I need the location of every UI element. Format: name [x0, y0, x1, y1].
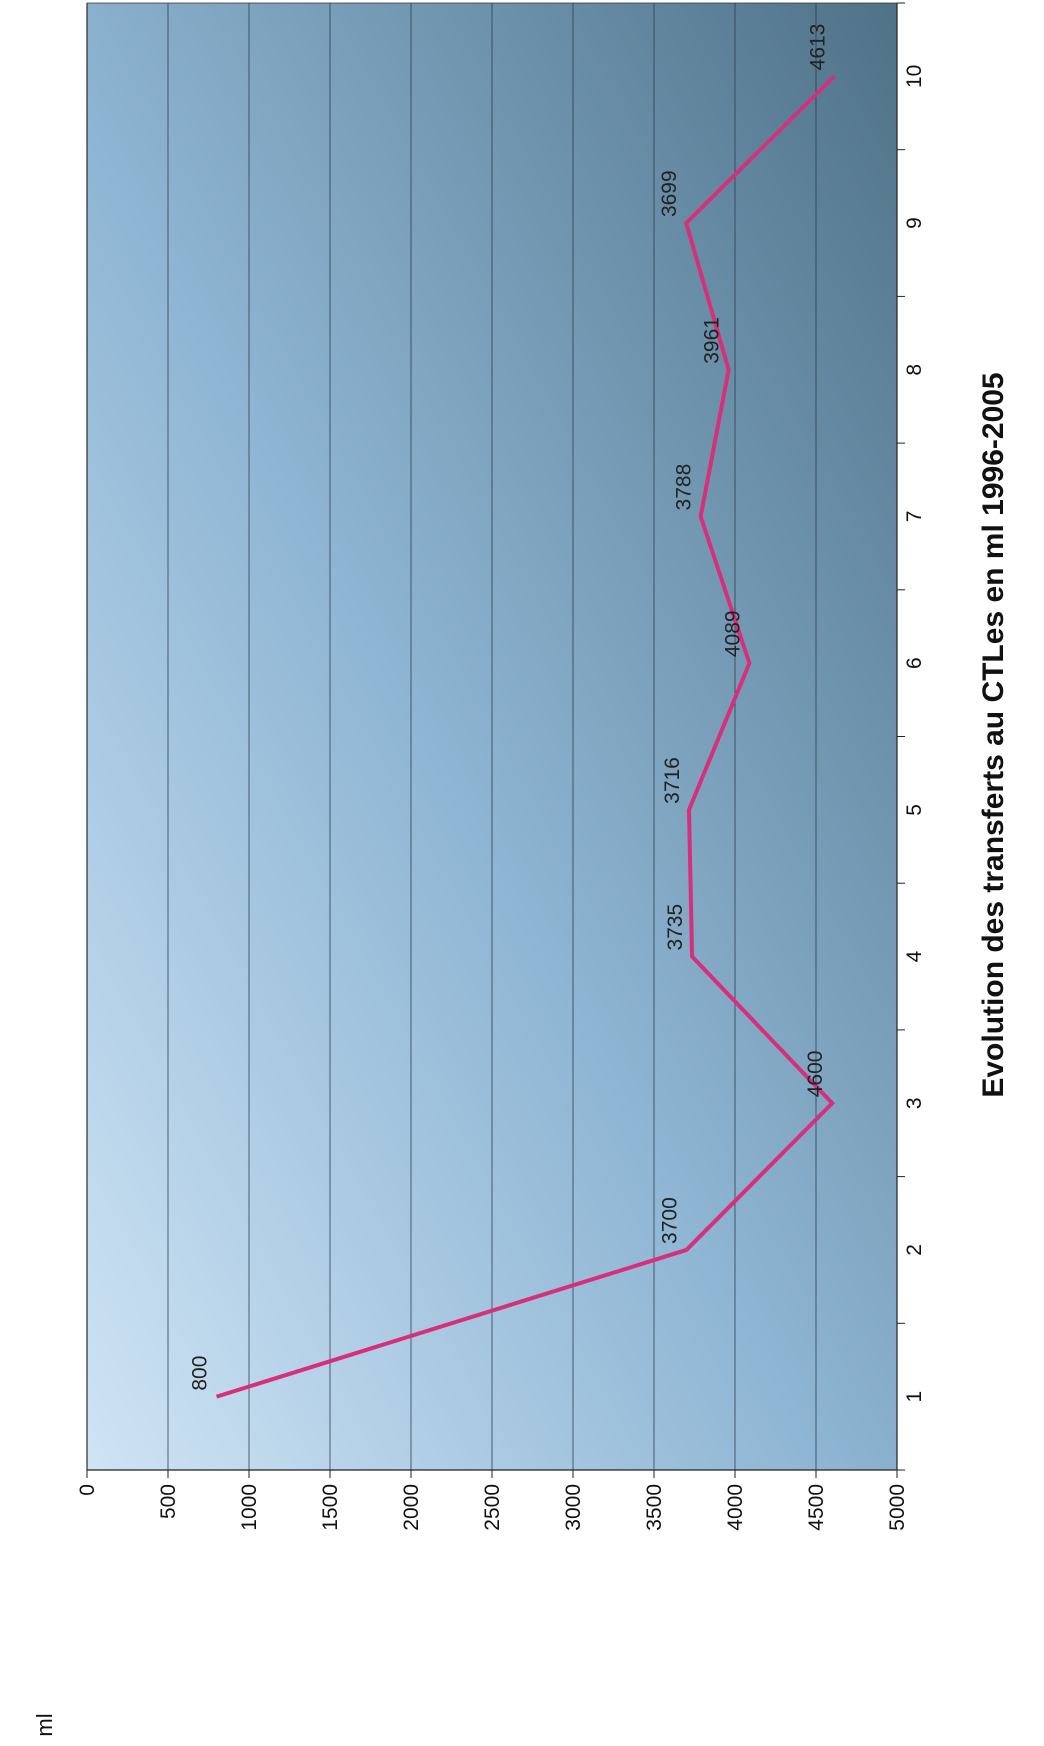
- value-axis-tick-label: 0: [76, 1484, 99, 1496]
- value-axis-tick-label: 4000: [724, 1484, 747, 1531]
- data-label: 4089: [721, 610, 744, 657]
- category-axis-tick-label: 7: [903, 511, 926, 523]
- category-axis-tick-label: 1: [903, 1391, 926, 1403]
- data-label: 800: [189, 1356, 212, 1391]
- value-axis-tick-label: 2000: [400, 1484, 423, 1531]
- y-axis-unit-label: ml: [32, 1713, 57, 1736]
- category-axis-tick-label: 5: [903, 804, 926, 816]
- value-axis-tick-label: 1500: [319, 1484, 342, 1531]
- category-axis-tick-label: 3: [903, 1097, 926, 1109]
- series-line: [216, 74, 836, 1399]
- data-label: 3788: [673, 464, 696, 511]
- data-label: 3961: [701, 317, 724, 364]
- category-axis-tick-label: 4: [903, 950, 926, 962]
- value-axis-tick-label: 3500: [643, 1484, 666, 1531]
- category-axis-tick-label: 10: [903, 65, 926, 88]
- value-axis-tick-label: 5000: [886, 1484, 909, 1531]
- category-axis-tick-label: 8: [903, 364, 926, 376]
- series: [216, 74, 836, 1399]
- value-axis-tick-label: 4500: [805, 1484, 828, 1531]
- chart-title: Evolution des transferts au CTLes en ml …: [977, 372, 1010, 1097]
- data-label: 3716: [661, 757, 684, 804]
- category-axis-tick-label: 2: [903, 1244, 926, 1256]
- data-label: 3735: [664, 904, 687, 951]
- value-axis-tick-label: 1000: [238, 1484, 261, 1531]
- tick-labels: 0 500 1000 1500 2000 2500 3000 3500 4000 4500 5000…: [76, 2, 926, 1531]
- value-axis-tick-label: 3000: [562, 1484, 585, 1531]
- data-labels: 800 3700 4600 3735 3716 4089 3788 3961 3699 4613: [189, 24, 830, 1391]
- data-label: 3700: [658, 1197, 681, 1244]
- value-axis-tick-label: 2500: [481, 1484, 504, 1531]
- data-label: 4600: [804, 1051, 827, 1098]
- data-label: 4613: [806, 24, 829, 71]
- value-axis-tick-label: 500: [157, 1484, 180, 1519]
- data-label: 3699: [658, 170, 681, 217]
- category-axis-tick-label: 9: [903, 217, 926, 229]
- category-axis-tick-label: 6: [903, 657, 926, 669]
